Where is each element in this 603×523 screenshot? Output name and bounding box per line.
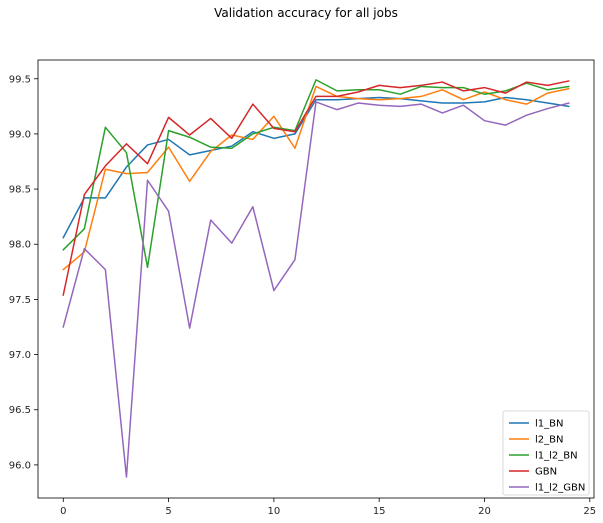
- legend-label-4: l1_l2_GBN: [535, 483, 585, 494]
- legend-box: [502, 410, 590, 496]
- plot-area: [37, 59, 595, 499]
- x-tick-label: 0: [60, 506, 66, 517]
- y-tick-label: 99.5: [9, 74, 31, 85]
- legend-label-1: l2_BN: [535, 435, 563, 446]
- legend: l1_BN l2_BN l1_l2_BN GBN l1_l2_GBN: [502, 410, 590, 496]
- legend-label-0: l1_BN: [535, 419, 563, 430]
- series-line-3: [62, 80, 570, 296]
- x-axis: 0 5 10 15 20 25: [60, 498, 596, 517]
- x-tick-label: 25: [583, 506, 596, 517]
- legend-label-3: GBN: [535, 467, 557, 478]
- series-line-0: [62, 96, 570, 239]
- y-tick-label: 97.5: [9, 295, 31, 306]
- series-group: [62, 79, 570, 478]
- x-tick-label: 15: [373, 506, 386, 517]
- legend-label-2: l1_l2_BN: [535, 451, 578, 462]
- x-tick-label: 10: [268, 506, 281, 517]
- series-line-1: [62, 85, 570, 271]
- series-line-4: [62, 101, 570, 478]
- y-tick-label: 96.5: [9, 405, 31, 416]
- y-axis: 96.0 96.5 97.0 97.5 98.0 98.5 99.0 99.5: [9, 74, 38, 471]
- y-tick-label: 96.0: [9, 460, 31, 471]
- y-tick-label: 97.0: [9, 350, 31, 361]
- y-tick-label: 99.0: [9, 129, 31, 140]
- x-tick-label: 5: [165, 506, 171, 517]
- y-tick-label: 98.5: [9, 185, 31, 196]
- x-tick-label: 20: [478, 506, 491, 517]
- series-line-2: [62, 79, 570, 269]
- chart-title: Validation accuracy for all jobs: [214, 6, 398, 20]
- y-tick-label: 98.0: [9, 240, 31, 251]
